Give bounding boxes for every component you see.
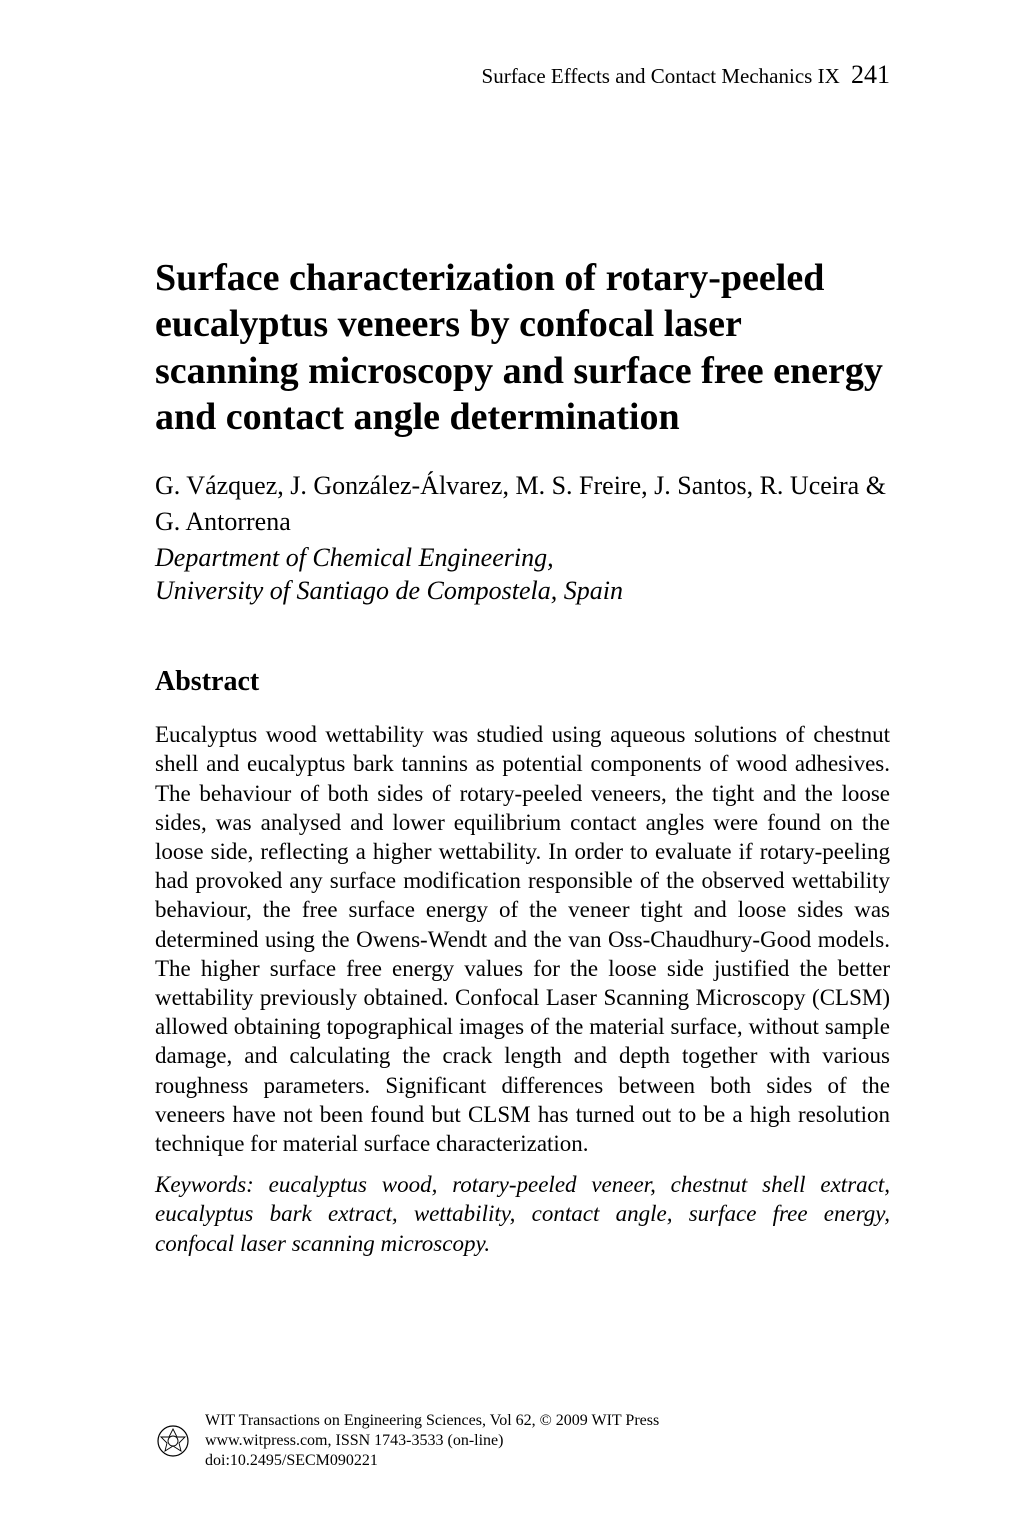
footer-line-3: doi:10.2495/SECM090221 [205,1451,659,1471]
abstract-body: Eucalyptus wood wettability was studied … [155,720,890,1158]
footer: WIT Transactions on Engineering Sciences… [155,1411,659,1471]
footer-text: WIT Transactions on Engineering Sciences… [205,1411,659,1471]
affiliation-univ: University of Santiago de Compostela, Sp… [155,574,890,608]
paper-title: Surface characterization of rotary-peele… [155,255,890,440]
publisher-logo-icon [155,1423,191,1459]
affiliation-dept: Department of Chemical Engineering, [155,541,890,575]
affiliation-block: Department of Chemical Engineering, Univ… [155,541,890,609]
running-title: Surface Effects and Contact Mechanics IX [482,64,840,88]
footer-line-1: WIT Transactions on Engineering Sciences… [205,1411,659,1431]
footer-line-2: www.witpress.com, ISSN 1743-3533 (on-lin… [205,1431,659,1451]
keywords: Keywords: eucalyptus wood, rotary-peeled… [155,1170,890,1258]
running-header: Surface Effects and Contact Mechanics IX… [155,60,890,90]
abstract-heading: Abstract [155,666,890,698]
authors-line: G. Vázquez, J. González-Álvarez, M. S. F… [155,468,890,538]
page-container: Surface Effects and Contact Mechanics IX… [0,0,1020,1513]
page-number: 241 [851,60,890,89]
